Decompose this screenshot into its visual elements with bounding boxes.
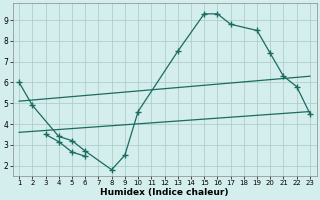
X-axis label: Humidex (Indice chaleur): Humidex (Indice chaleur)	[100, 188, 229, 197]
